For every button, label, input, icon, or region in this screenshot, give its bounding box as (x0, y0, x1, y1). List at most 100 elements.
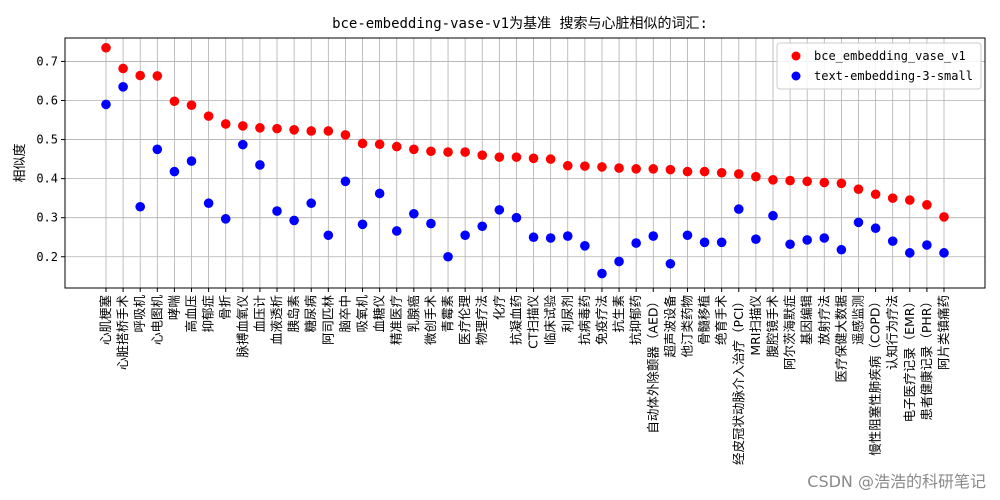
x-tick-label: 心脏搭桥手术 (115, 295, 130, 371)
data-point-bce (357, 138, 368, 149)
data-point-openai (340, 176, 351, 187)
y-tick-label: 0.3 (36, 211, 58, 225)
data-point-bce (819, 177, 830, 188)
x-tick-label: 呼吸机 (132, 295, 147, 333)
data-point-bce (580, 161, 590, 171)
legend[interactable]: bce_embedding_vase_v1 text-embedding-3-s… (776, 42, 982, 90)
data-point-bce (939, 212, 949, 222)
data-point-openai (152, 144, 163, 155)
x-tick-label: 物理疗法 (474, 295, 489, 345)
data-point-openai (255, 160, 265, 170)
data-point-openai (751, 234, 761, 244)
data-point-openai (904, 248, 915, 258)
x-tick-label: 医疗伦理 (457, 295, 472, 346)
data-point-bce (340, 130, 351, 140)
data-point-openai (426, 218, 436, 229)
plot-frame (64, 37, 986, 289)
x-tick-label: 脉搏血氧仪 (235, 295, 250, 358)
data-point-openai (409, 208, 419, 219)
data-point-openai (494, 205, 505, 215)
x-tick-label: 慢性阻塞性肺疾病（COPD） (868, 295, 883, 456)
data-point-bce (887, 193, 898, 203)
data-point-openai (528, 232, 539, 243)
x-tick-label: 医疗保健大数据 (833, 295, 848, 383)
data-point-bce (409, 144, 419, 155)
data-point-openai (238, 139, 248, 150)
data-point-bce (853, 184, 864, 194)
data-point-bce (443, 147, 453, 157)
data-point-bce (118, 63, 128, 74)
data-point-openai (272, 206, 282, 216)
data-point-openai (580, 241, 590, 251)
x-tick-label: 临床试验 (543, 295, 558, 346)
data-point-openai (785, 239, 795, 250)
legend-label-bce: bce_embedding_vase_v1 (814, 49, 966, 63)
x-tick-label: 绝育手术 (714, 295, 729, 346)
y-tick-label: 0.4 (36, 172, 58, 186)
x-tick-label: 利尿剂 (560, 295, 575, 333)
data-point-bce (665, 164, 676, 175)
x-tick-label: 超声波设备 (662, 295, 677, 358)
data-point-bce (768, 174, 778, 185)
x-tick-label: 血糖仪 (372, 295, 387, 333)
y-tick-label: 0.7 (36, 54, 58, 68)
data-points (101, 42, 949, 279)
data-point-openai (682, 230, 693, 241)
data-point-bce (374, 139, 385, 150)
x-axis: 心肌梗塞 心脏搭桥手术 呼吸机 心电图机 哮喘 高血压 抑郁症 骨折 脉搏血氧仪 血压计 血液透析胰… (98, 288, 951, 465)
chart-title: bce-embedding-vase-v1为基准 搜索与心脏相似的词汇: (332, 15, 708, 32)
legend-label-openai: text-embedding-3-small (814, 69, 973, 83)
x-tick-label: 骨折 (218, 295, 233, 320)
x-tick-label: 微创手术 (423, 295, 438, 346)
data-point-bce (101, 42, 111, 53)
x-tick-label: 经皮冠状动脉介入治疗（PCI） (731, 295, 746, 465)
x-tick-label: 血压计 (252, 295, 267, 333)
watermark: CSDN @浩浩的科研笔记 (807, 472, 986, 491)
x-tick-label: 骨髓移植 (697, 295, 712, 345)
x-tick-label: 青霉素 (440, 295, 455, 333)
data-point-openai (511, 212, 522, 223)
x-tick-label: CT扫描仪 (526, 295, 541, 349)
x-tick-label: 抗凝血药 (508, 295, 523, 345)
data-point-bce (562, 160, 573, 171)
data-point-openai (614, 256, 624, 267)
data-point-openai (374, 188, 385, 199)
x-tick-label: 血液透析 (269, 295, 284, 345)
x-tick-label: 心肌梗塞 (98, 295, 113, 346)
data-point-bce (203, 111, 214, 121)
x-tick-label: 阿片类镇痛药 (936, 295, 951, 370)
x-tick-label: 患者健康记录（PHR） (919, 295, 934, 421)
x-tick-label: 糖尿病 (303, 295, 318, 333)
data-point-bce (272, 123, 282, 134)
data-point-openai (443, 251, 453, 262)
data-point-openai (802, 235, 812, 245)
x-tick-label: 腹腔镜手术 (765, 295, 780, 358)
x-tick-label: 遥感监测 (850, 295, 865, 345)
data-point-openai (939, 248, 949, 258)
data-point-openai (118, 82, 128, 92)
x-tick-label: 抗生素 (611, 295, 626, 333)
x-tick-label: 阿司匹林 (320, 295, 335, 346)
data-point-openai (220, 214, 231, 224)
data-point-openai (768, 210, 778, 221)
x-tick-label: 化疗 (491, 295, 506, 320)
data-point-openai (391, 226, 402, 236)
data-point-bce (477, 150, 488, 160)
data-point-bce (220, 119, 231, 129)
y-tick-label: 0.6 (36, 94, 58, 108)
data-point-openai (101, 99, 111, 110)
data-point-bce (802, 176, 812, 187)
data-point-openai (562, 231, 573, 241)
y-axis: 0.2 0.3 0.4 0.5 0.6 0.7 (36, 54, 65, 264)
legend-marker-openai (791, 71, 801, 81)
data-point-bce (238, 121, 248, 131)
x-tick-label: 脑卒中 (337, 295, 352, 333)
x-tick-label: 哮喘 (166, 295, 181, 320)
data-point-openai (665, 258, 676, 269)
data-point-bce (511, 152, 522, 162)
x-tick-label: 抑郁症 (201, 295, 216, 333)
data-point-openai (306, 198, 317, 209)
data-point-openai (323, 230, 334, 241)
data-point-bce (152, 71, 163, 81)
